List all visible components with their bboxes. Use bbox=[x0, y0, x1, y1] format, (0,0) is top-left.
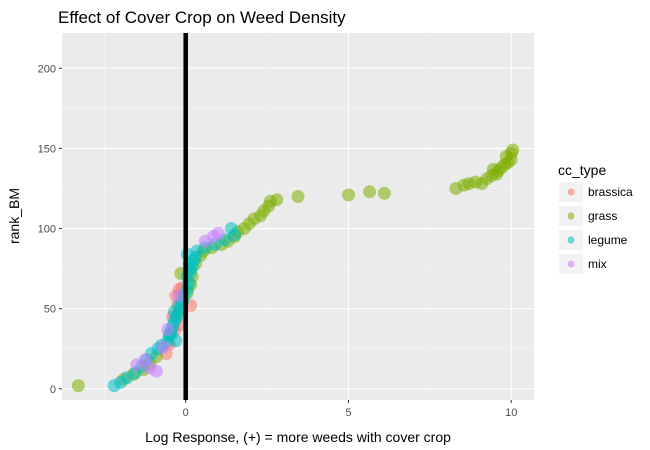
point-grass bbox=[71, 379, 85, 393]
point-mix bbox=[161, 323, 175, 336]
y-tick-label: 150 bbox=[38, 143, 56, 155]
point-legume bbox=[224, 222, 238, 235]
legend-label-legume: legume bbox=[588, 233, 628, 247]
plot-panel bbox=[62, 33, 534, 400]
point-mix bbox=[156, 340, 170, 354]
x-tick-label: 0 bbox=[183, 407, 189, 419]
legend-label-grass: grass bbox=[588, 209, 617, 223]
point-grass bbox=[486, 162, 500, 176]
legend-swatch-legume bbox=[567, 236, 575, 244]
point-grass bbox=[270, 193, 284, 207]
y-tick-label: 50 bbox=[44, 304, 56, 316]
legend-swatch-mix bbox=[567, 260, 575, 268]
x-tick-label: 5 bbox=[345, 407, 351, 419]
legend-title: cc_type bbox=[558, 162, 606, 178]
point-grass bbox=[291, 190, 305, 203]
y-axis-title: rank_BM bbox=[6, 188, 22, 244]
y-tick-label: 100 bbox=[38, 224, 56, 236]
point-mix bbox=[211, 226, 225, 240]
legend-swatch-grass bbox=[567, 212, 575, 220]
x-axis-ticks: 0 5 10 bbox=[183, 400, 517, 419]
point-grass bbox=[506, 143, 520, 157]
legend-label-brassica: brassica bbox=[588, 185, 633, 199]
y-axis-ticks: 0 50 100 150 200 bbox=[38, 63, 62, 396]
point-mix bbox=[138, 353, 152, 367]
y-tick-label: 0 bbox=[50, 384, 56, 396]
y-tick-label: 200 bbox=[38, 63, 56, 75]
point-legume bbox=[169, 334, 183, 348]
point-mix bbox=[172, 289, 186, 303]
point-grass bbox=[363, 185, 377, 199]
legend-entries: brassica grass legume mix bbox=[559, 182, 633, 274]
chart-title: Effect of Cover Crop on Weed Density bbox=[58, 8, 346, 27]
x-tick-label: 10 bbox=[505, 407, 517, 419]
point-grass bbox=[342, 188, 355, 202]
x-axis-title: Log Response, (+) = more weeds with cove… bbox=[145, 429, 451, 445]
point-grass bbox=[377, 186, 391, 200]
legend: cc_type brassica grass legume mix bbox=[558, 162, 633, 274]
legend-label-mix: mix bbox=[588, 257, 607, 271]
data-points bbox=[71, 143, 520, 393]
point-mix bbox=[149, 364, 163, 378]
legend-swatch-brassica bbox=[567, 188, 575, 196]
